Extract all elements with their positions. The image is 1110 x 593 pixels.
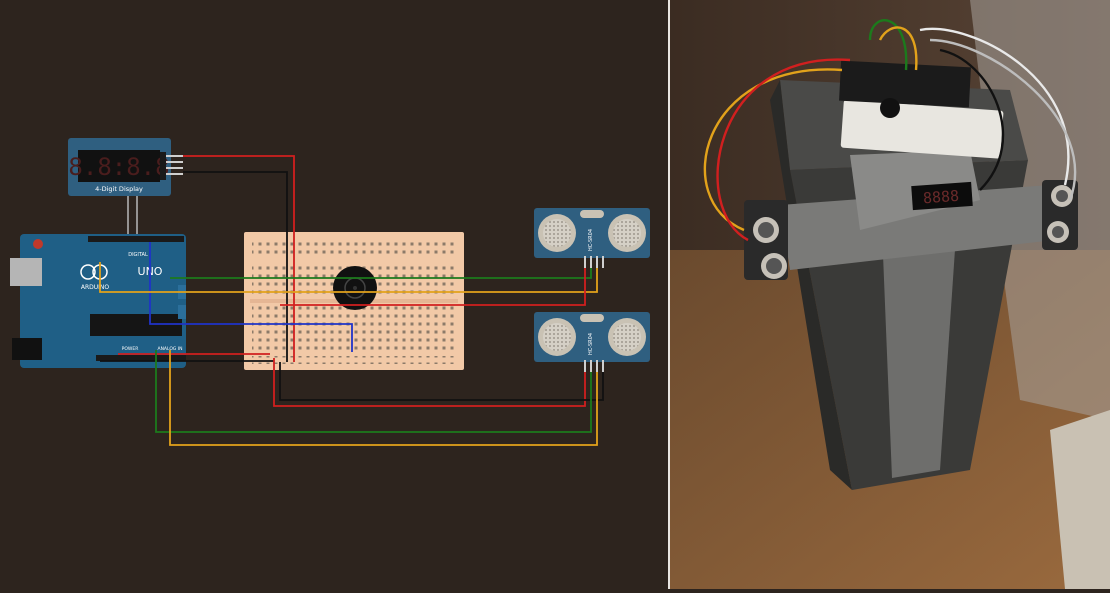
four-digit-display: 8.8:8.8 4-Digit Display: [68, 138, 183, 196]
blue-wire: [149, 242, 353, 352]
display-digits: 8.8:8.8: [68, 153, 169, 181]
green-wire: [170, 268, 592, 279]
display-label: 4-Digit Display: [95, 185, 143, 193]
green-wire: [155, 350, 592, 433]
board-analog-label: ANALOG IN: [157, 346, 182, 352]
wiring-schematic-panel: 8.8:8.8 4-Digit Display: [10, 138, 650, 446]
black-wire: [183, 171, 288, 362]
black-wire: [279, 362, 604, 401]
red-wire: [280, 268, 586, 306]
photo-wires: [703, 19, 1077, 242]
device-photo-svg: 8888: [670, 0, 1110, 589]
wiring-schematic-svg: 8.8:8.8 4-Digit Display: [10, 138, 650, 446]
tape-band: [780, 185, 1055, 270]
photo-breadboard: [840, 99, 1004, 159]
photo-buzzer: [880, 98, 900, 118]
carpet: [1050, 410, 1110, 589]
yellow-wire: [169, 350, 598, 446]
ultrasonic-sensor-2: HC-SR04: [534, 312, 650, 372]
board-digital-label: DIGITAL: [128, 252, 148, 258]
photo-display: [911, 181, 973, 211]
device-photo-panel: 8888: [670, 0, 1110, 589]
board-brand: ARDUINO: [81, 284, 110, 291]
ultrasonic-sensor-1: HC-SR04: [534, 208, 650, 268]
photo-display-digits: 8888: [922, 187, 959, 207]
photo-sensor-left: [744, 200, 788, 280]
arduino-uno-board: ARDUINO UNO DIGITAL POWER ANALOG IN: [10, 234, 186, 368]
yellow-wire: [99, 262, 598, 293]
red-wire: [183, 155, 295, 362]
wires: [99, 155, 604, 446]
piezo-buzzer: [333, 266, 377, 310]
photo-arduino: [839, 60, 971, 108]
board-power-label: POWER: [122, 346, 139, 352]
photo-sensor-right: [1042, 180, 1078, 250]
red-wire: [273, 358, 586, 407]
sensor-2-model: HC-SR04: [588, 333, 594, 355]
sensor-1-model: HC-SR04: [588, 229, 594, 251]
